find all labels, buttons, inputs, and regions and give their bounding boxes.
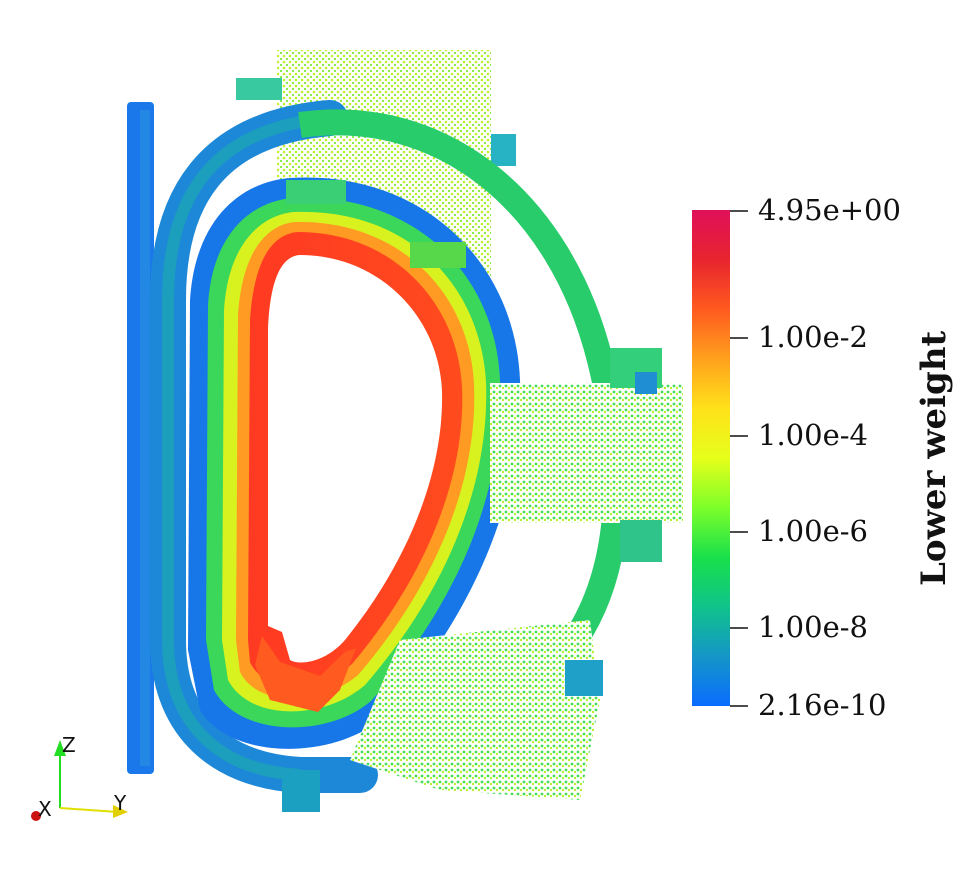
colorbar-ticks: [730, 210, 748, 707]
upper-port-left-block: [236, 78, 282, 100]
left-column-edge: [140, 110, 150, 766]
equatorial-port: [490, 383, 683, 523]
axis-z-label: Z: [62, 733, 76, 757]
colorbar-tick-label-4: 1.00e-8: [758, 610, 868, 644]
equatorial-port-blue-mark: [635, 372, 657, 394]
lower-port-block: [565, 660, 603, 696]
colorbar-tick-label-1: 1.00e-2: [758, 320, 868, 354]
colorbar-tick-label-2: 1.00e-4: [758, 418, 868, 452]
upper-port-right-block: [491, 134, 516, 166]
axis-z-arrow: [54, 740, 66, 756]
lower-port: [350, 620, 600, 800]
bottom-support-block: [282, 770, 320, 812]
axis-y-arrow: [113, 805, 128, 818]
axis-x-label: X: [38, 797, 52, 821]
axis-y-line: [59, 807, 119, 813]
axis-y-label: Y: [113, 791, 127, 815]
top-shell-block: [286, 180, 346, 204]
outer-ring: [298, 109, 630, 669]
colorbar-tick-label-3: 1.00e-6: [758, 514, 868, 548]
axis-x-dot: [31, 811, 41, 821]
divertor-region: [255, 636, 356, 712]
mid-shell-block: [410, 242, 466, 268]
equatorial-port-bottom-block: [620, 520, 662, 562]
outer-shell-band-highlight: [162, 112, 331, 781]
colorbar-title: Lower weight: [914, 330, 954, 586]
colorbar-bar: [692, 210, 730, 706]
plasma-void: [268, 255, 443, 663]
colorbar-tick-label-0: 4.95e+00: [758, 193, 901, 227]
orientation-axes: Z Y X: [31, 733, 128, 821]
colorbar-tick-label-5: 2.16e-10: [758, 688, 887, 722]
